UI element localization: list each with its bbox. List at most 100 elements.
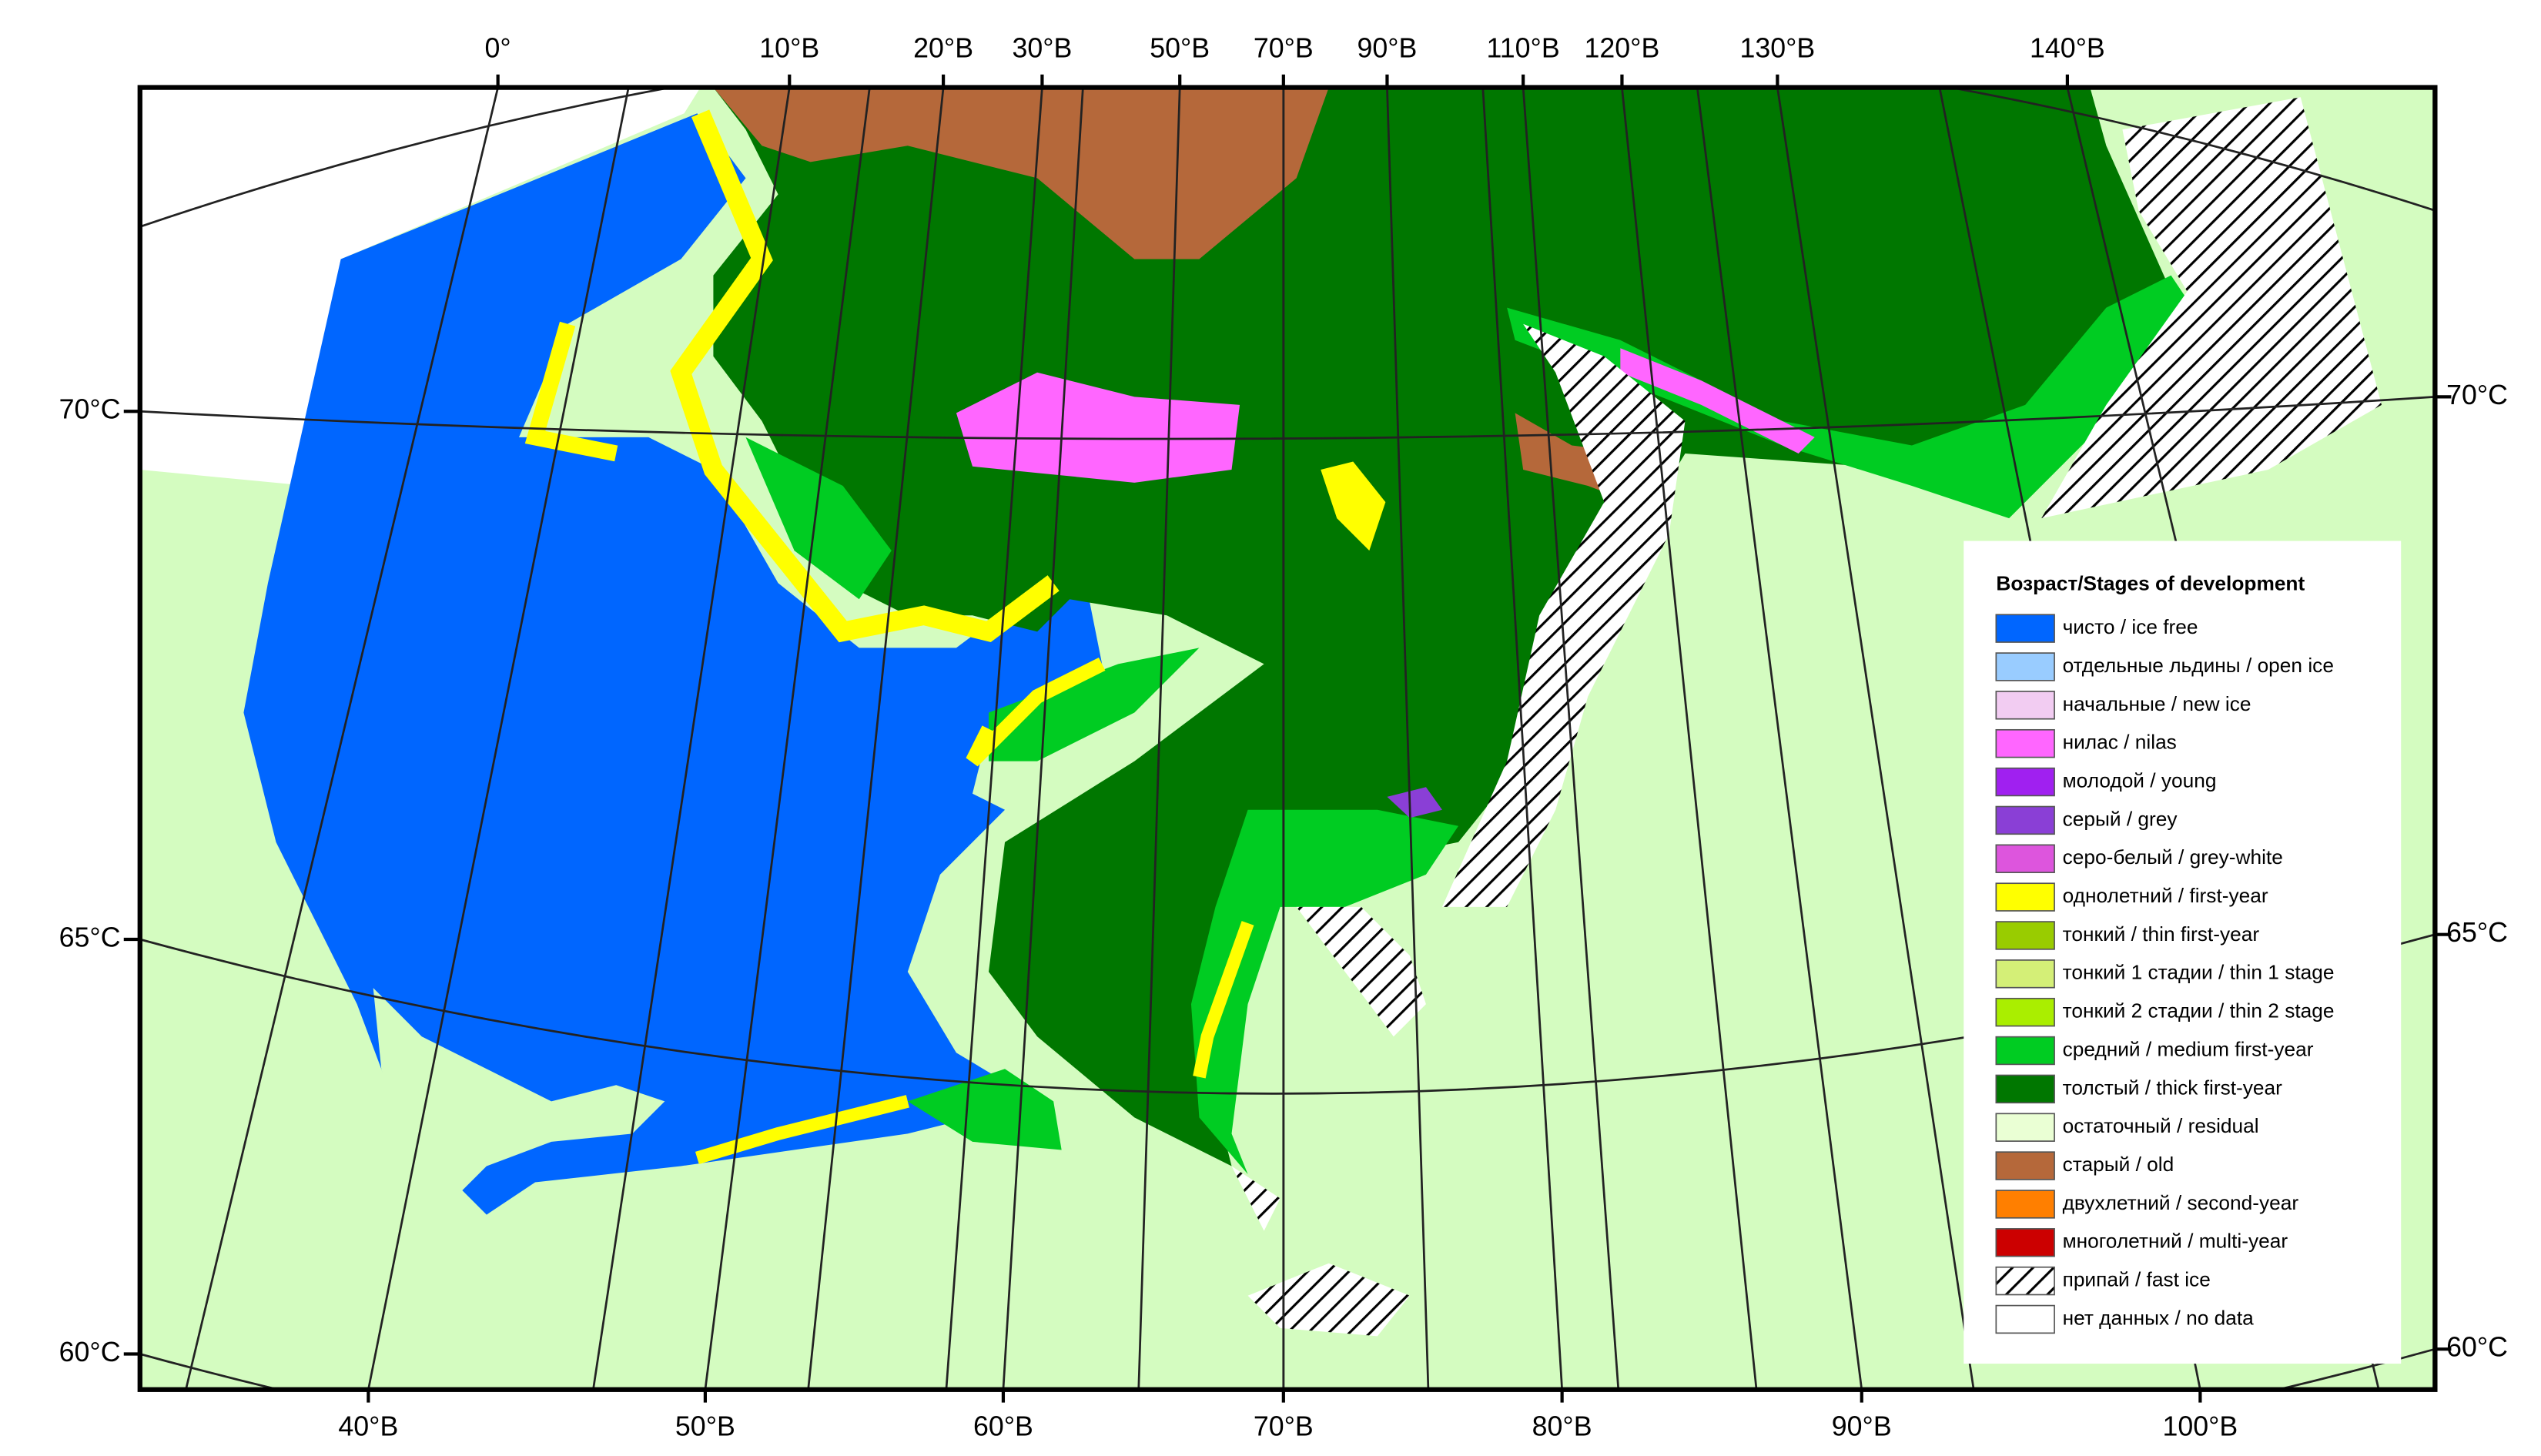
fast-ice [2041,97,2382,519]
first-year-ice [695,1095,909,1165]
latitude-label: 65°С [59,922,121,952]
longitude-label: 80°В [1532,1411,1592,1442]
longitude-label: 10°В [759,33,819,64]
latitude-label: 70°С [2446,380,2508,410]
longitude-label: 60°В [973,1411,1033,1442]
longitude-label: 50°В [1150,33,1210,64]
legend-label: серый / grey [2063,807,2178,830]
longitude-label: 130°В [1739,33,1815,64]
legend-swatch [1995,1304,2055,1334]
meridian [1481,87,1563,1390]
fast-ice [1441,323,1686,907]
legend-swatch [1995,1036,2055,1066]
fast-ice [1247,1263,1410,1337]
parallel [139,395,2436,440]
legend-label: однолетний / first-year [2063,884,2268,907]
longitude-label: 50°В [675,1411,735,1442]
longitude-label: 100°В [2162,1411,2238,1442]
legend-swatch [1995,921,2055,950]
legend-swatch [1995,728,2055,758]
medium-first-year-ice [1190,809,1458,1174]
longitude-label: 70°В [1254,1411,1314,1442]
legend-swatch [1995,959,2055,989]
legend-swatch [1995,1266,2055,1296]
meridian [592,87,791,1390]
legend-swatch [1995,1113,2055,1142]
first-year-ice [966,657,1106,767]
longitude-label: 20°В [913,33,973,64]
fast-ice [1231,1166,1281,1231]
first-year-ice [1193,921,1254,1079]
meridian [1002,87,1084,1390]
medium-first-year-ice [907,1069,1062,1150]
legend-label: нет данных / no data [2063,1306,2255,1329]
legend-swatch [1995,1228,2055,1257]
peninsula [373,988,665,1199]
legend-label: старый / old [2063,1153,2174,1176]
legend-swatch [1995,652,2055,681]
longitude-label: 70°В [1254,33,1314,64]
legend-swatch [1995,844,2055,873]
legend-swatch [1995,691,2055,720]
legend-label: отдельные льдины / open ice [2063,654,2334,677]
legend-label: толстый / thick first-year [2063,1076,2283,1099]
meridian [1776,87,1975,1390]
latitude-label: 60°С [59,1337,121,1367]
thick-first-year-ice [713,87,2171,1166]
legend-swatch [1995,1190,2055,1219]
first-year-ice [1321,461,1386,551]
meridian [1621,87,1758,1390]
legend-title: Возраст/Stages of development [1996,571,2305,594]
meridian [945,87,1043,1390]
meridian [367,87,630,1390]
meridian [1696,87,1863,1390]
longitude-label: 90°В [1357,33,1417,64]
grey-ice [1387,787,1442,818]
legend-label: серо-белый / grey-white [2063,845,2283,869]
latitude-label: 65°С [2446,917,2508,948]
legend-label: молодой / young [2063,768,2217,792]
meridian [807,87,945,1390]
legend-swatch [1995,997,2055,1027]
legend-label: средний / medium first-year [2063,1037,2314,1060]
meridian [704,87,871,1390]
first-year-ice [670,109,1060,643]
legend-label: нилас / nilas [2063,731,2177,754]
latitude-label: 70°С [59,394,121,425]
longitude-label: 0° [485,33,511,64]
longitude-label: 90°В [1832,1411,1892,1442]
legend: Возраст/Stages of development чисто / ic… [1964,541,2402,1364]
legend-label: тонкий / thin first-year [2063,922,2260,946]
legend-label: многолетний / multi-year [2063,1230,2288,1253]
legend-swatch [1995,614,2055,643]
medium-first-year-ice [989,648,1200,761]
legend-swatch [1995,805,2055,835]
medium-first-year-ice [745,437,892,600]
legend-label: припай / fast ice [2063,1268,2211,1291]
legend-label: тонкий 2 стадии / thin 2 stage [2063,999,2335,1023]
nilas [1620,348,1815,454]
legend-swatch [1995,1151,2055,1180]
no-data-area [139,87,701,487]
graticule [139,87,2436,1390]
latitude-label: 60°С [2446,1332,2508,1363]
longitude-label: 30°В [1012,33,1072,64]
legend-label: начальные / new ice [2063,692,2251,715]
legend-swatch [1995,1074,2055,1104]
legend-swatch [1995,882,2055,912]
meridian [1386,87,1430,1390]
parallel [139,87,2436,228]
longitude-label: 140°В [2030,33,2105,64]
first-year-ice [524,321,618,462]
legend-swatch [1995,767,2055,797]
fast-ice [1296,906,1426,1037]
legend-label: остаточный / residual [2063,1114,2259,1137]
meridian [1137,87,1181,1390]
meridian [185,87,500,1390]
meridian [1522,87,1620,1390]
legend-label: двухлетний / second-year [2063,1191,2299,1214]
longitude-label: 110°В [1487,33,1560,64]
legend-label: чисто / ice free [2063,615,2198,638]
